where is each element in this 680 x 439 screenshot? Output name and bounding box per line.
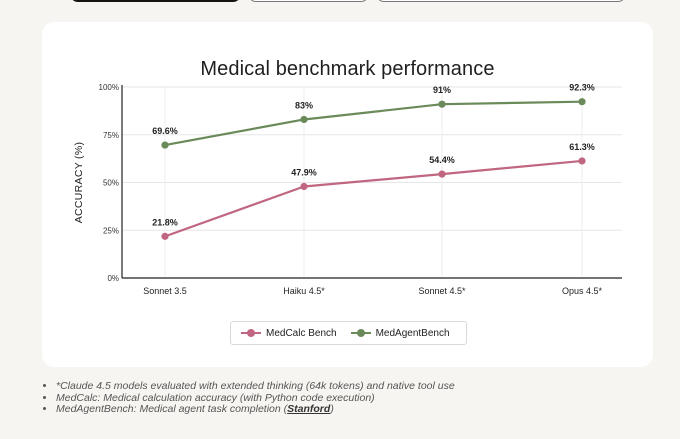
chart-legend: MedCalc Bench MedAgentBench: [230, 321, 467, 345]
data-point: [578, 157, 586, 165]
series-line-1: [164, 100, 583, 147]
data-label: 47.9%: [291, 168, 317, 178]
legend-label-medagent: MedAgentBench: [375, 327, 450, 339]
series-line-0: [164, 159, 583, 238]
data-point: [578, 98, 586, 106]
chart-card: Medical benchmark performance: [42, 22, 653, 367]
legend-swatch-medcalc: [241, 329, 261, 337]
tab-option[interactable]: [248, 0, 369, 2]
footnote-1: *Claude 4.5 models evaluated with extend…: [56, 380, 455, 393]
y-tick-label: 50%: [103, 179, 119, 188]
footnote-3-suffix: ): [330, 403, 334, 415]
footnotes: *Claude 4.5 models evaluated with extend…: [42, 380, 455, 416]
data-point: [161, 141, 169, 149]
footnote-3-prefix: MedAgentBench: Medical agent task comple…: [56, 403, 288, 415]
legend-dot-medagent: [356, 329, 365, 337]
legend-label-medcalc: MedCalc Bench: [266, 327, 337, 339]
legend-item-medcalc[interactable]: MedCalc Bench: [241, 328, 337, 339]
y-tick-label: 100%: [99, 83, 119, 92]
tab-selected[interactable]: [70, 0, 241, 2]
tab-option[interactable]: [376, 0, 626, 2]
y-tick-label: 25%: [103, 226, 119, 235]
data-label: 21.8%: [152, 217, 178, 227]
y-tick-label: 75%: [103, 131, 119, 140]
legend-swatch-medagent: [350, 329, 371, 337]
data-label: 54.4%: [429, 155, 455, 165]
data-label: 69.6%: [152, 126, 178, 136]
legend-dot-medcalc: [247, 329, 255, 337]
data-label: 92.3%: [569, 83, 595, 93]
x-tick-label: Sonnet 4.5*: [418, 286, 466, 296]
data-point: [438, 100, 446, 108]
stanford-link[interactable]: Stanford: [287, 403, 331, 415]
line-chart: 0% 25% 50% 75% 100% Sonnet 3.5 Haiku 4.5* Sonne…: [73, 83, 622, 296]
data-point: [438, 170, 446, 178]
data-point: [161, 232, 169, 240]
x-tick-label: Sonnet 3.5: [143, 286, 187, 296]
legend-item-medagent[interactable]: MedAgentBench: [350, 327, 450, 339]
data-point: [300, 182, 308, 191]
footnote-2: MedCalc: Medical calculation accuracy (w…: [56, 392, 455, 405]
data-label: 83%: [295, 100, 313, 110]
data-label: 91%: [433, 85, 451, 95]
footnote-3: MedAgentBench: Medical agent task comple…: [56, 403, 455, 416]
y-tick-label: 0%: [107, 274, 119, 283]
chart-title: Medical benchmark performance: [200, 58, 495, 80]
x-tick-label: Opus 4.5*: [562, 286, 603, 296]
y-axis-title: ACCURACY (%): [73, 142, 85, 224]
data-label: 61.3%: [569, 142, 595, 152]
x-tick-label: Haiku 4.5*: [283, 286, 325, 296]
data-point: [300, 115, 308, 124]
